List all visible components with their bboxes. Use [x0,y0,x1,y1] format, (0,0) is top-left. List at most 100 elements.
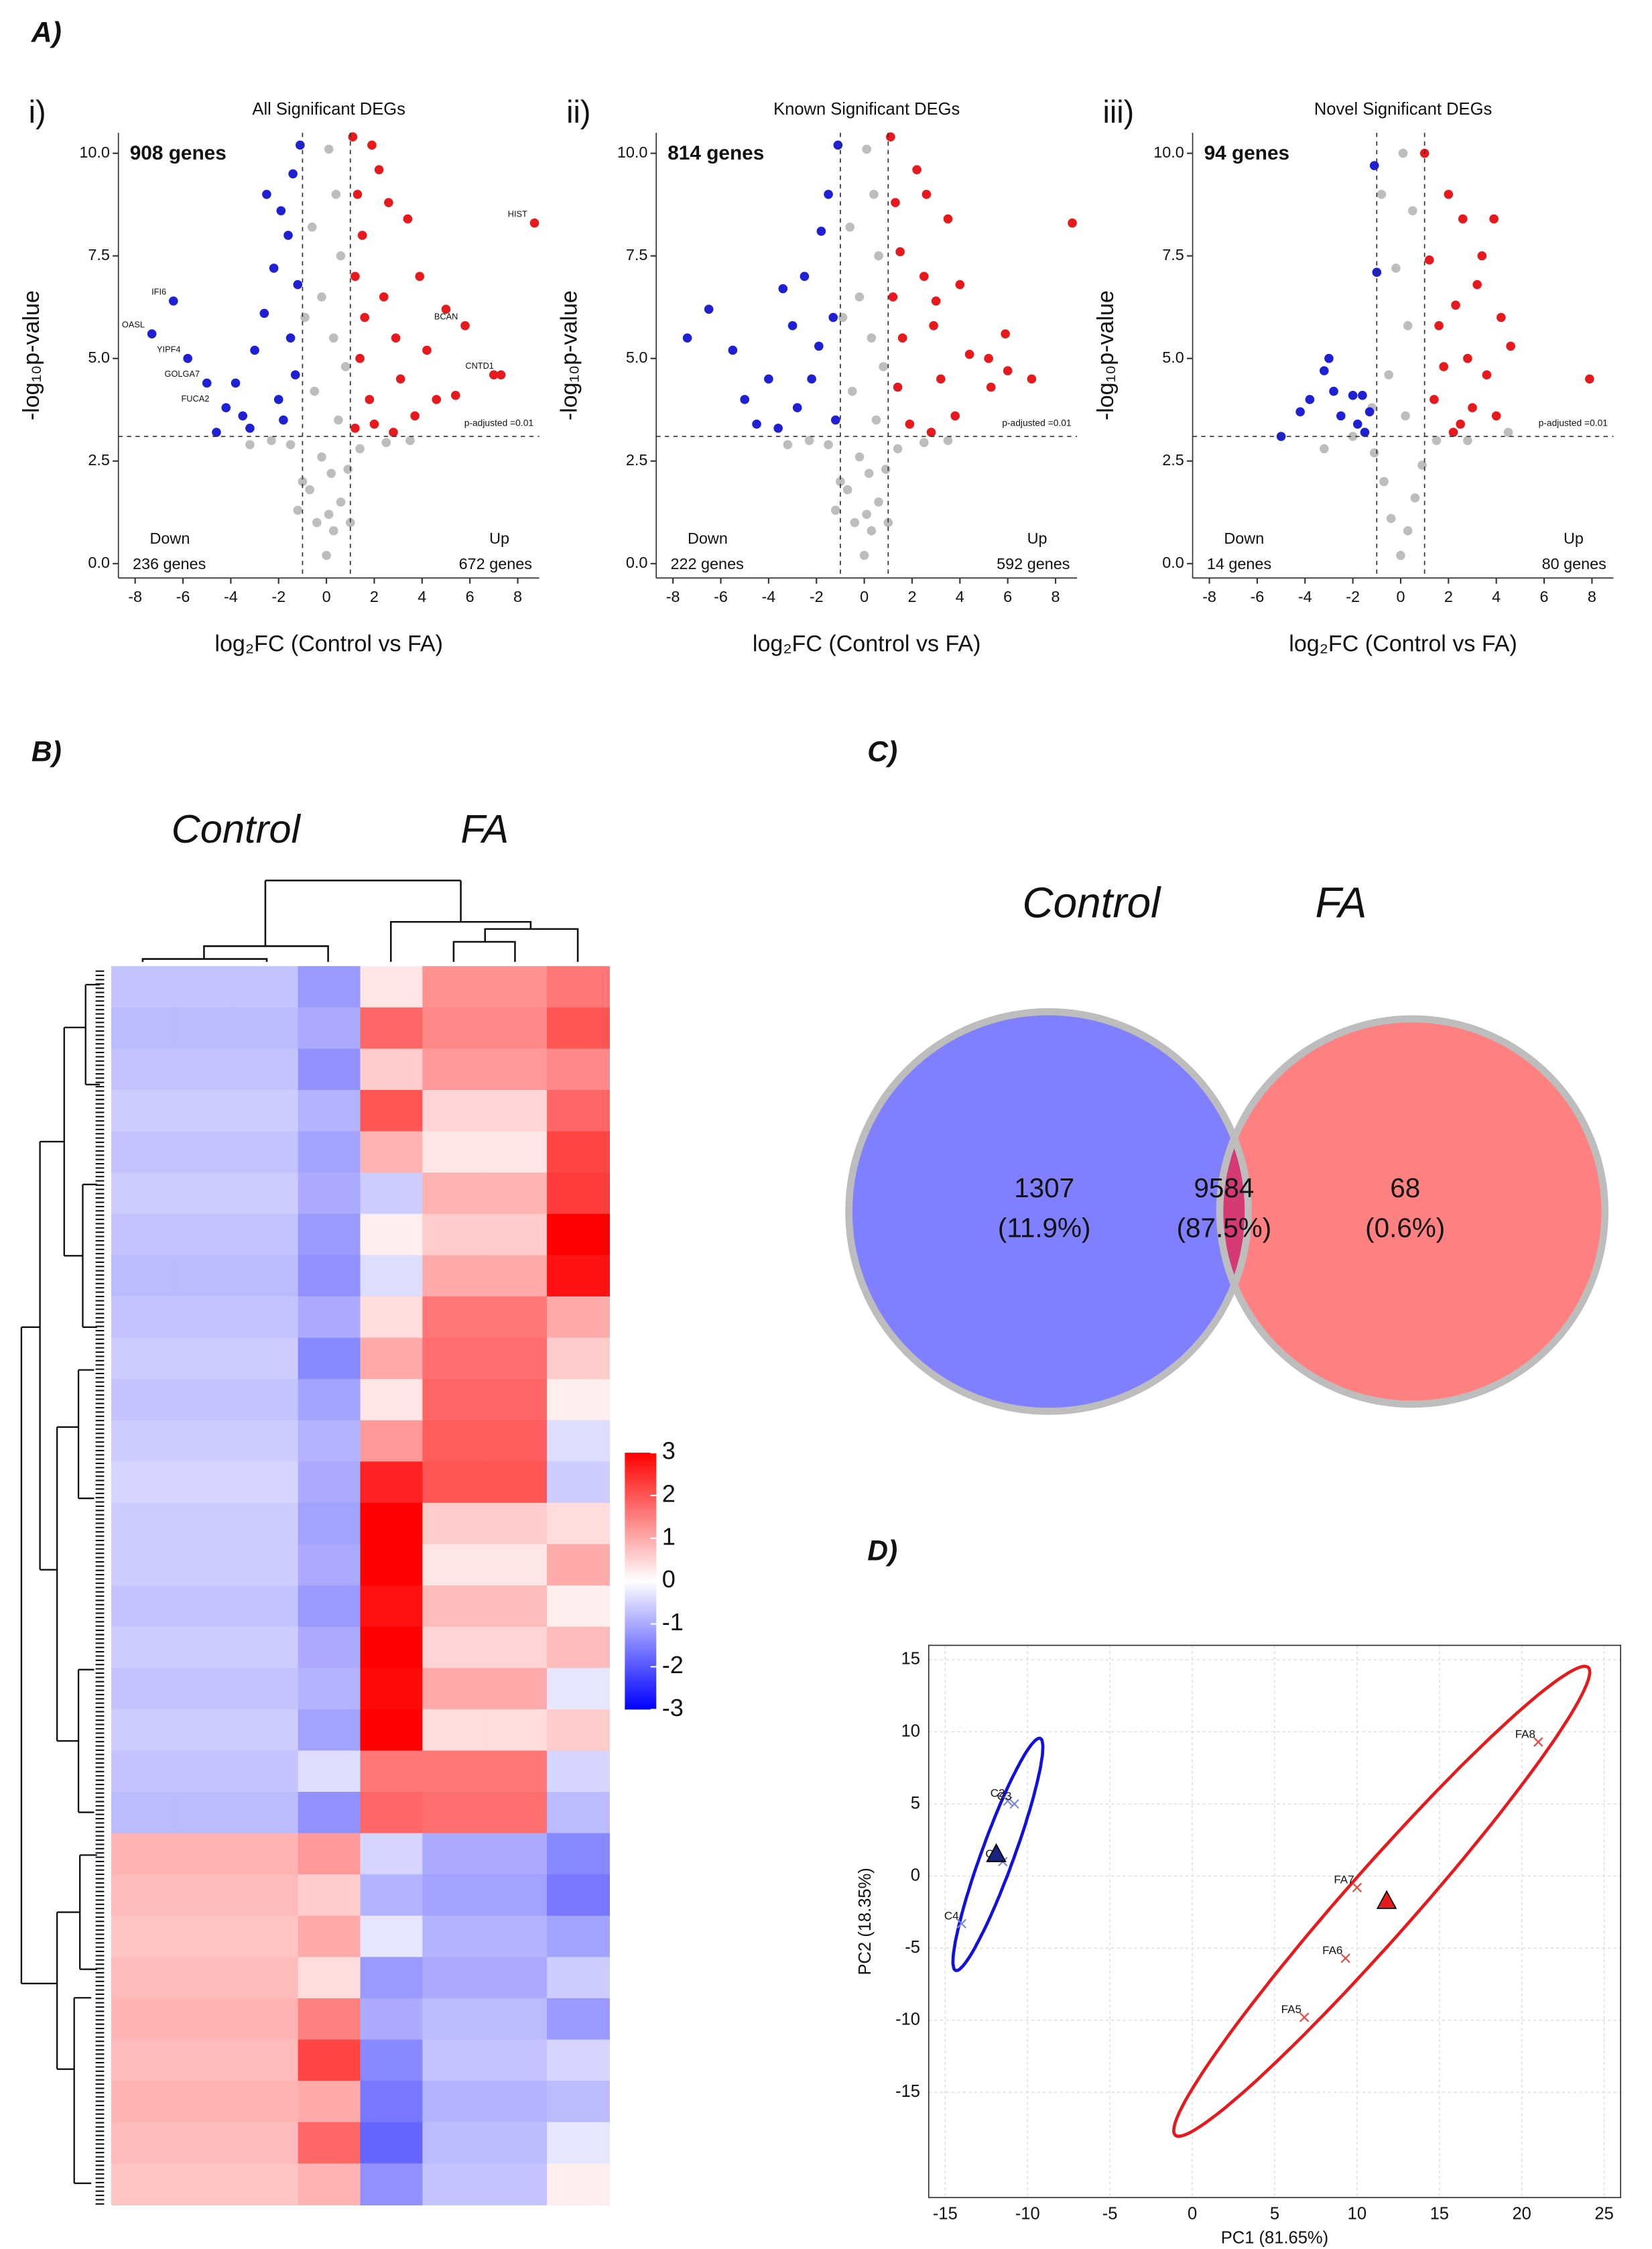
point [828,312,838,322]
point [391,333,401,343]
heatmap-cell [485,2122,548,2165]
heatmap-cell [235,1792,299,1834]
heatmap-cell [547,2081,611,2123]
heatmap-cell [422,2163,486,2205]
heatmap-cell [235,1750,299,1793]
point [919,438,929,448]
point [838,312,848,322]
heatmap-cell [235,1998,299,2041]
x-tick-label: 2 [370,588,379,605]
heatmap-cell [422,1461,486,1504]
x-tick-label: 4 [1492,588,1501,605]
heatmap-cell [547,1585,611,1628]
point [367,140,377,150]
point [324,509,334,520]
point [919,271,929,282]
point [792,403,802,413]
heatmap-cell [298,1048,361,1091]
point [1451,300,1460,310]
heatmap-cell [360,1089,424,1132]
point [1396,550,1405,560]
heatmap-cell [111,1585,174,1628]
point [1456,419,1465,429]
x-tick-label: -8 [1202,588,1216,605]
heatmap-cell [173,2163,237,2205]
heatmap-cell [111,1255,174,1297]
point [1299,2012,1310,2022]
heatmap-cell [547,1668,611,1710]
point [374,165,384,174]
heatmap-cell [485,1874,548,1917]
heatmap-cell [485,1544,548,1587]
point [804,436,814,445]
y-tick-label: 5.0 [88,349,110,366]
point [842,485,852,495]
down-label: Down [150,530,190,547]
heatmap-cell [422,1420,486,1463]
point-label: C3 [997,1790,1012,1803]
heatmap-cell [235,1709,299,1752]
point [460,320,470,330]
x-tick-label: 8 [1588,588,1596,605]
point [943,214,953,224]
x-tick-label: 0 [322,588,331,605]
point [1364,407,1375,417]
point [1358,391,1367,400]
point [360,312,369,322]
x-tick-label: 4 [418,588,426,605]
y-tick-label: 5.0 [1162,349,1184,366]
heatmap-cell [547,2122,611,2165]
point [305,485,314,495]
point [740,395,750,404]
heatmap-cell [422,1255,486,1297]
up-count: 672 genes [459,555,532,572]
point [764,374,773,384]
column-dendrogram [141,879,579,962]
point [869,190,879,199]
heatmap-cell [298,1585,361,1628]
heatmap-cell [422,1172,486,1215]
point [1410,493,1420,503]
heatmap-cell [485,1833,548,1876]
centroid [1376,1890,1397,1909]
heatmap-cell [173,2081,237,2123]
point [1329,386,1338,396]
point-label: C2 [991,1787,1005,1800]
x-tick-label: 25 [1594,2205,1613,2224]
heatmap-cell [360,1337,424,1380]
point [331,190,341,199]
heatmap-cell [547,1007,611,1050]
panel-label: iii) [1102,95,1134,129]
heatmap-cell [547,1089,611,1132]
point [298,477,308,487]
point [1352,419,1362,429]
point [293,505,303,515]
heatmap-cell [360,1379,424,1421]
y-tick-label: 0.0 [626,554,648,571]
heatmap-cell [485,1255,548,1297]
heatmap-cell [235,1957,299,2000]
heatmap-cell [111,2081,174,2123]
point [883,518,893,528]
y-tick-label: 7.5 [1162,246,1184,263]
heatmap-cell [485,2039,548,2082]
venn-count: 1307 [1014,1172,1074,1203]
point [1398,148,1408,158]
point [307,223,317,232]
heatmap-cell [422,1089,486,1132]
x-tick-label: 6 [1003,588,1012,605]
heatmap-cell [111,1089,174,1132]
point [1391,263,1401,273]
point [1439,362,1449,371]
point [202,378,212,388]
point [936,374,946,384]
heatmap-cell [422,1048,486,1091]
x-tick-label: -2 [271,588,285,605]
point [312,518,322,528]
heatmap-cell [235,1502,299,1545]
heatmap-cell [547,1957,611,2000]
heatmap-cell [360,2163,424,2205]
point [415,271,425,282]
point [432,395,442,404]
point [926,428,936,437]
